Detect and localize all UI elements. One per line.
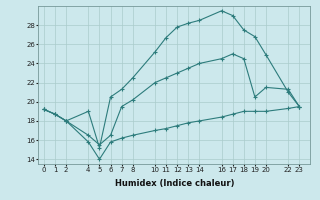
X-axis label: Humidex (Indice chaleur): Humidex (Indice chaleur) <box>115 179 234 188</box>
